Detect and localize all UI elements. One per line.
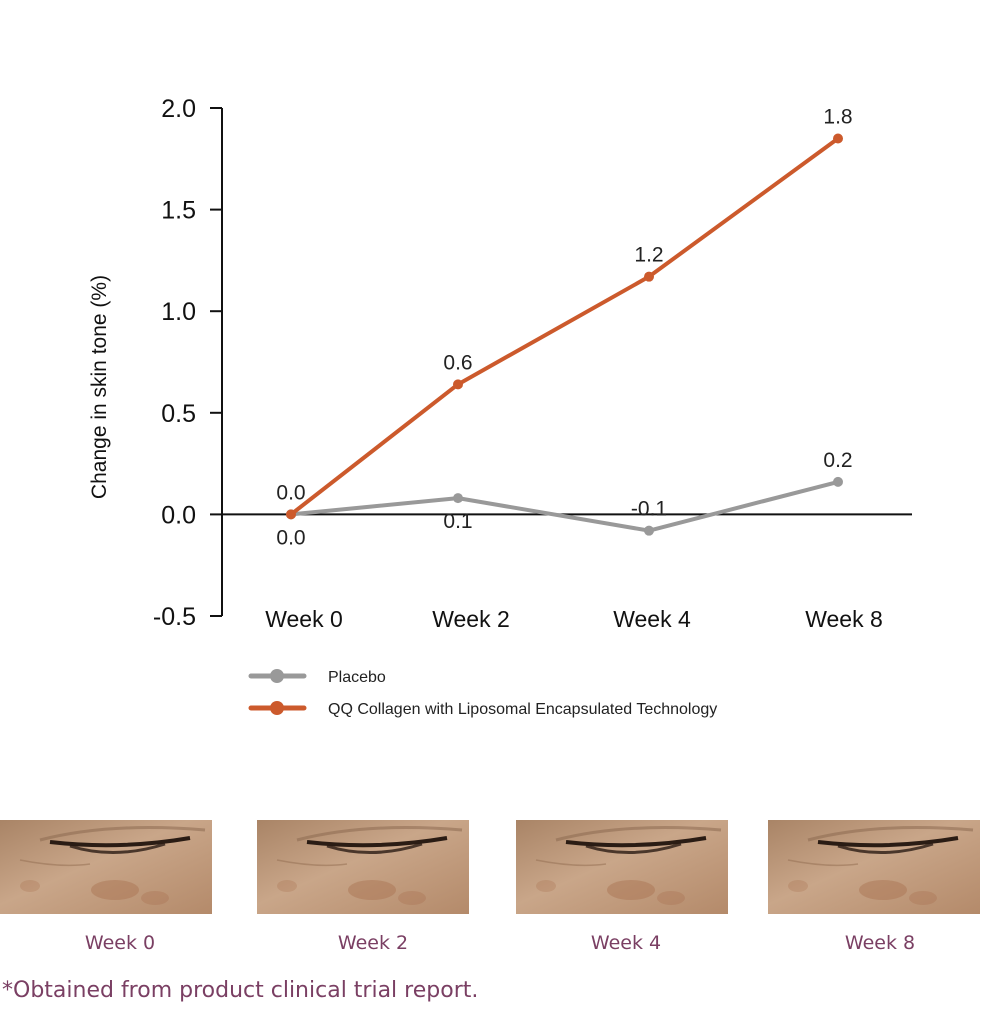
y-tick-label: 1.0 [161, 298, 196, 326]
legend-marker [270, 669, 284, 683]
eye-skin-photo [768, 820, 980, 914]
data-point [453, 379, 463, 390]
data-label: 0.0 [276, 526, 305, 549]
data-point [286, 509, 296, 520]
data-label: 1.2 [634, 244, 663, 267]
series-line-placebo [289, 479, 840, 533]
photo-caption-week-8: Week 8 [844, 932, 916, 954]
data-point [833, 476, 843, 487]
x-tick-label: Week 2 [432, 606, 510, 632]
footnote: *Obtained from product clinical trial re… [2, 978, 479, 1003]
y-tick-label: 2.0 [161, 95, 196, 123]
data-point [833, 133, 843, 144]
eye-skin-photo [257, 820, 469, 914]
data-point [644, 525, 654, 536]
photo-caption-week-2: Week 2 [337, 932, 409, 954]
week-8-photo [768, 820, 980, 914]
y-tick-label: 0.5 [161, 400, 196, 428]
x-tick-label: Week 4 [613, 606, 691, 632]
week-0-photo [0, 820, 212, 914]
y-tick-label: -0.5 [153, 603, 196, 631]
x-tick-label: Week 0 [265, 606, 343, 632]
y-tick-label: 0.0 [161, 501, 196, 529]
data-label: -0.1 [631, 498, 667, 521]
legend-label: Placebo [328, 669, 386, 686]
data-point [453, 493, 463, 504]
eye-skin-photo [0, 820, 212, 914]
series-line-treatment [289, 136, 840, 517]
data-label: 0.6 [443, 351, 472, 374]
data-label: 0.2 [823, 449, 852, 472]
data-label: 1.8 [823, 105, 852, 128]
eye-skin-photo [516, 820, 728, 914]
photo-caption-week-0: Week 0 [84, 932, 156, 954]
week-2-photo [257, 820, 469, 914]
legend-label: QQ Collagen with Liposomal Encapsulated … [328, 701, 717, 718]
x-tick-label: Week 8 [805, 606, 883, 632]
data-point [644, 271, 654, 282]
legend-marker [270, 701, 284, 715]
skin-tone-chart: 2.0 1.5 1.0 0.5 0.0 -0.5 Change in skin tone (… [88, 95, 912, 718]
y-axis-label: Change in skin tone (%) [88, 275, 111, 499]
data-label: 0.1 [443, 510, 472, 533]
photo-caption-week-4: Week 4 [590, 932, 662, 954]
data-label: 0.0 [276, 481, 305, 504]
week-4-photo [516, 820, 728, 914]
y-tick-label: 1.5 [161, 197, 196, 225]
